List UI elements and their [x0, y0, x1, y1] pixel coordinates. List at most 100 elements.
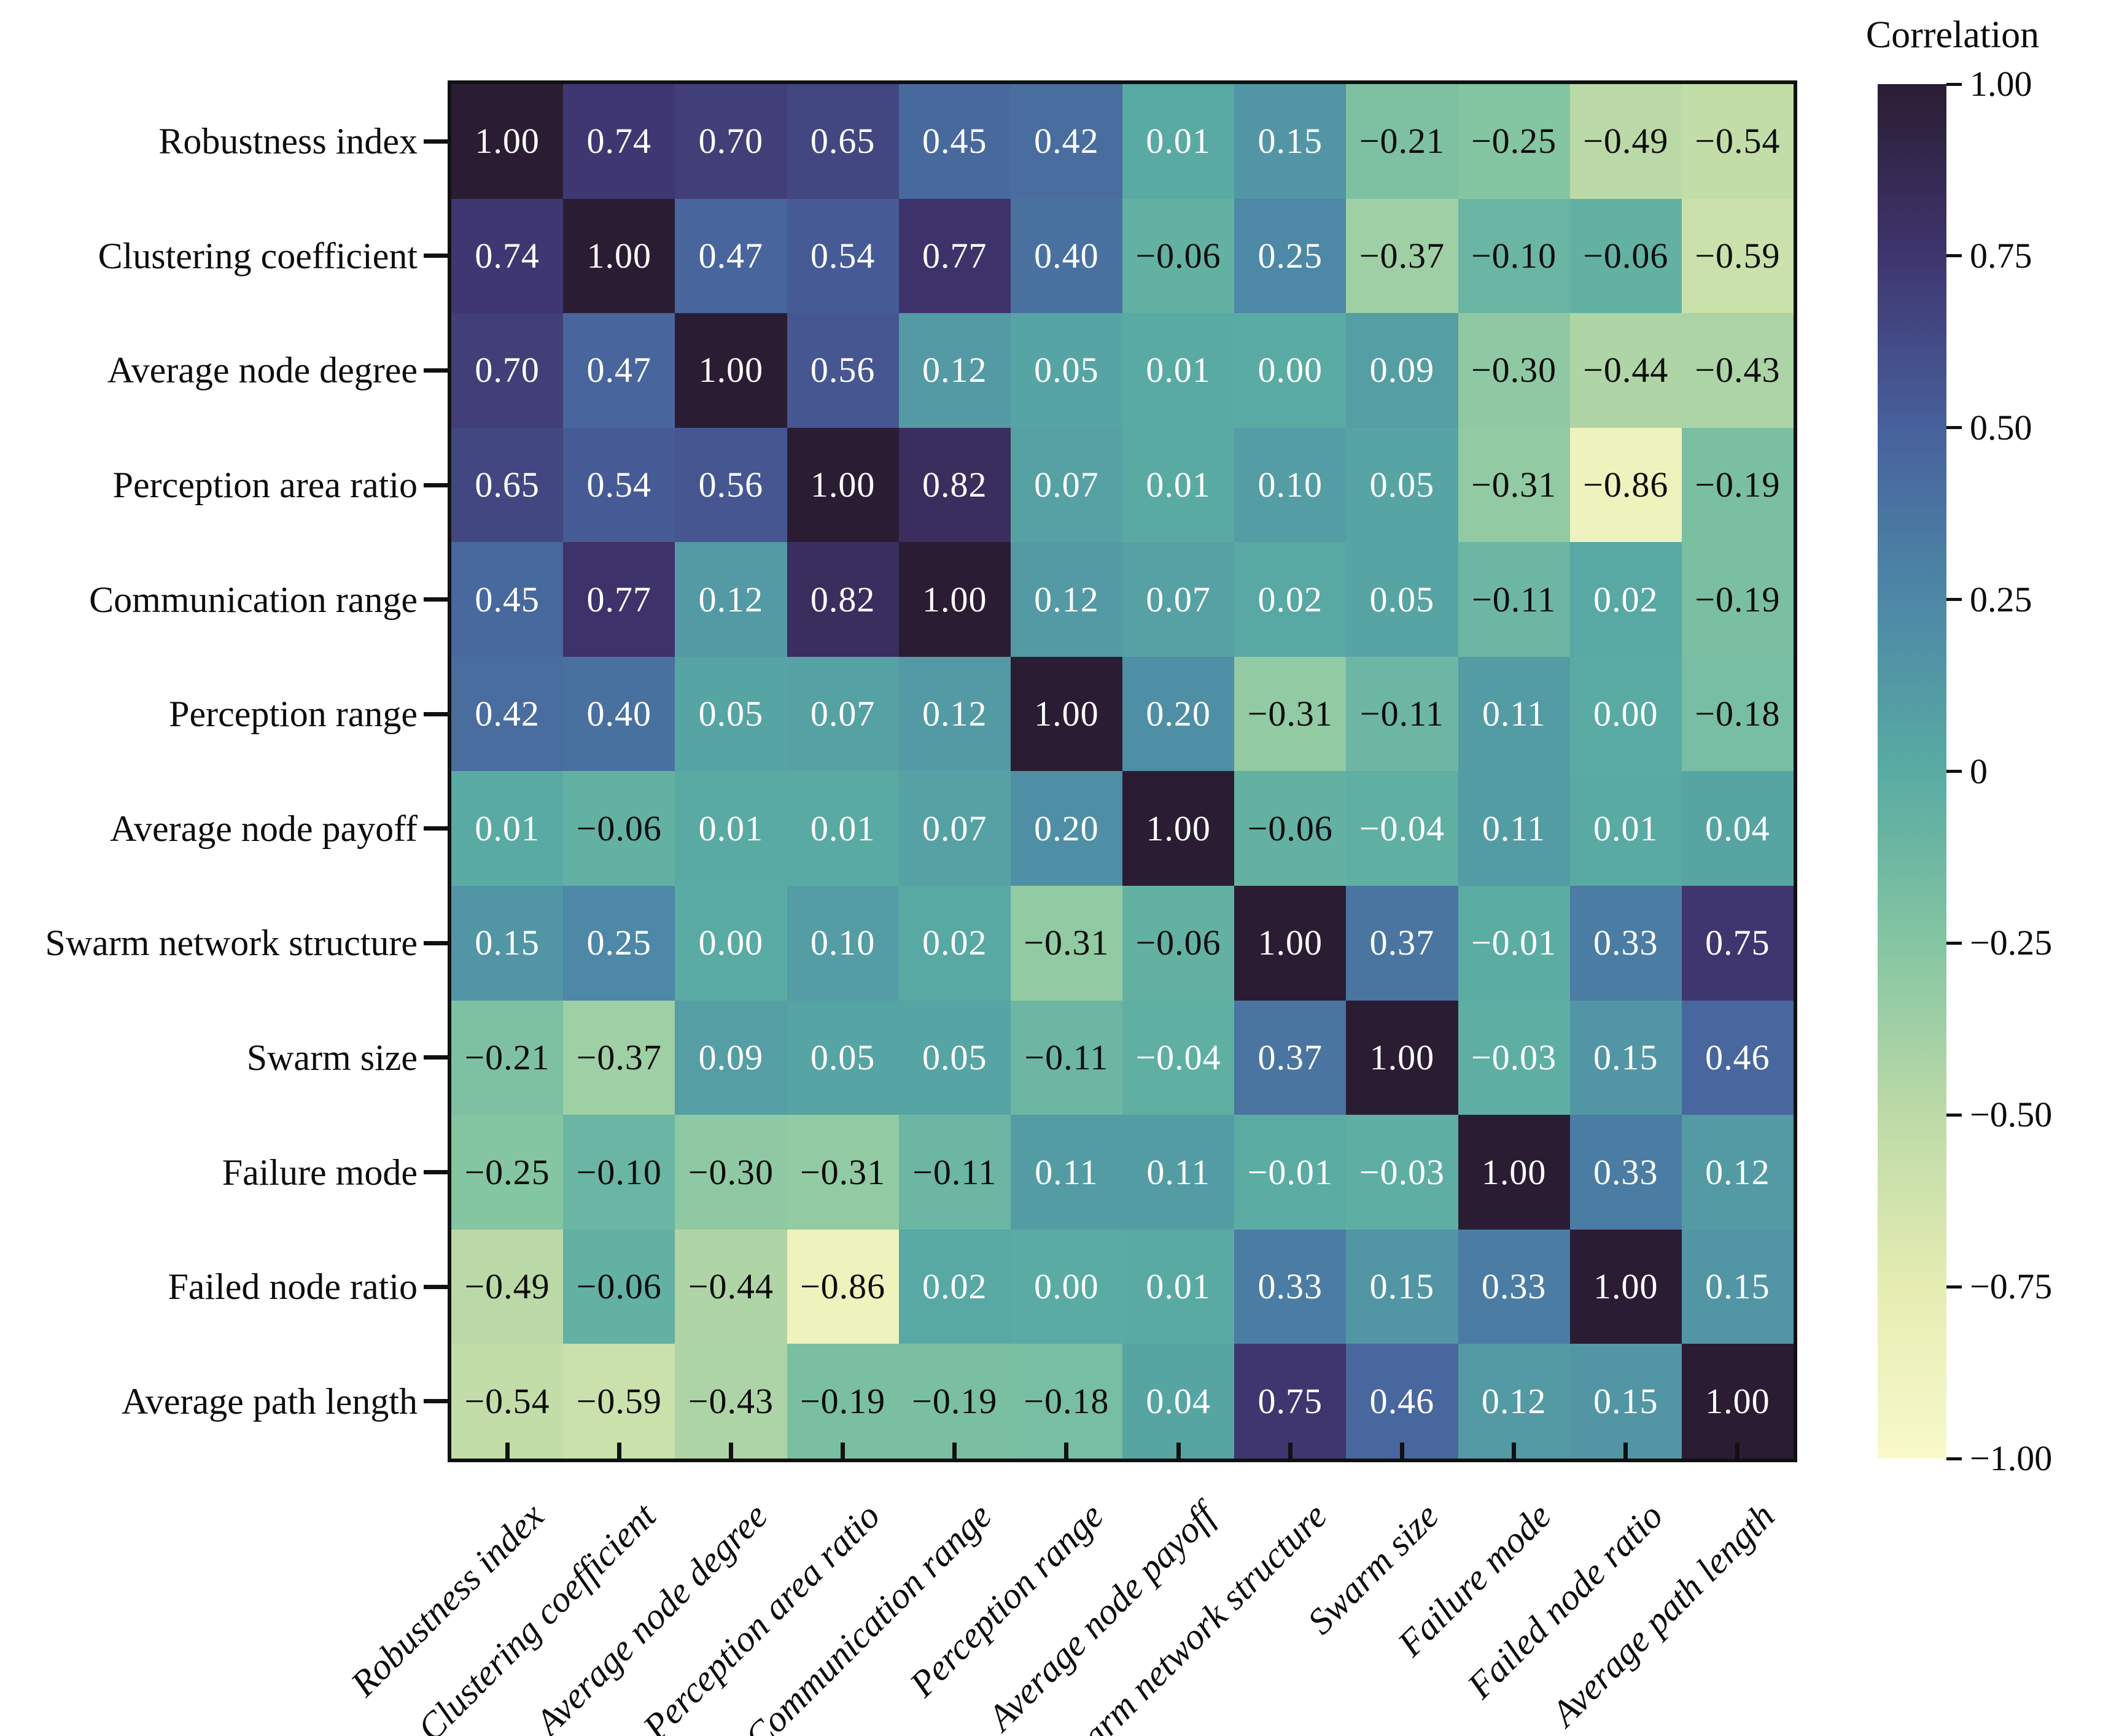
heatmap-cell: 0.12	[898, 656, 1011, 772]
x-axis-tick	[952, 1443, 957, 1459]
colorbar-tick-label: −1.00	[1970, 1438, 2053, 1478]
cell-value: −0.54	[1695, 121, 1781, 161]
y-axis-tick	[424, 1399, 448, 1404]
cell-value: 0.01	[1146, 465, 1211, 505]
cell-value: −0.86	[1583, 465, 1669, 505]
cell-value: 1.00	[810, 465, 876, 505]
heatmap-cell: 1.00	[675, 313, 787, 428]
y-axis-tick	[424, 482, 448, 487]
heatmap-cell: 0.82	[898, 427, 1011, 543]
heatmap-cell: −0.19	[1681, 427, 1794, 543]
heatmap-cell: −0.21	[1346, 84, 1458, 199]
heatmap-cell: −0.31	[787, 1115, 899, 1230]
heatmap-cell: 0.65	[451, 427, 564, 543]
colorbar-tick	[1946, 1457, 1962, 1460]
cell-value: −0.49	[1583, 121, 1669, 161]
cell-value: 0.33	[1481, 1266, 1547, 1307]
heatmap-cell: 0.09	[1346, 313, 1458, 428]
x-axis-tick	[1623, 1443, 1628, 1459]
heatmap-cell: −0.44	[1569, 313, 1682, 428]
heatmap-cell: 0.07	[898, 771, 1011, 886]
cell-value: −0.43	[1695, 350, 1781, 390]
cell-value: −0.19	[912, 1381, 998, 1421]
cell-value: 0.07	[810, 694, 876, 734]
cell-value: −0.19	[799, 1381, 886, 1421]
cell-value: −0.86	[799, 1266, 886, 1307]
heatmap-cell: 0.46	[1681, 1000, 1794, 1115]
heatmap-cell: −0.18	[1010, 1344, 1122, 1459]
cell-value: 0.75	[1258, 1381, 1323, 1421]
heatmap-cell: 0.75	[1681, 886, 1794, 1001]
cell-value: 0.20	[1034, 808, 1099, 848]
cell-value: −0.37	[576, 1037, 662, 1077]
heatmap-cell: −0.19	[1681, 542, 1794, 657]
heatmap-cell: 0.09	[675, 1000, 787, 1115]
cell-value: −0.54	[464, 1381, 550, 1421]
heatmap-cell: 0.15	[1681, 1229, 1794, 1344]
heatmap-cell: 0.02	[898, 886, 1011, 1001]
heatmap-cell: 0.33	[1234, 1229, 1347, 1344]
heatmap-cell: −0.06	[563, 771, 675, 886]
cell-value: 0.12	[922, 350, 987, 390]
heatmap-cell: −0.30	[1458, 313, 1570, 428]
y-axis-label: Average path length	[121, 1381, 418, 1422]
y-axis-label: Perception range	[169, 694, 418, 735]
cell-value: 0.74	[586, 121, 651, 161]
heatmap-cell: 1.00	[563, 198, 675, 314]
colorbar-title: Correlation	[1865, 14, 2040, 56]
heatmap-cell: 0.01	[451, 771, 564, 886]
heatmap-cell: −0.04	[1122, 1000, 1235, 1115]
heatmap-cell: 0.74	[451, 198, 564, 314]
heatmap-cell: 0.20	[1010, 771, 1122, 886]
cell-value: −0.11	[912, 1152, 997, 1192]
heatmap-cell: 0.12	[898, 313, 1011, 428]
cell-value: 0.42	[475, 694, 540, 734]
heatmap-cell: 0.12	[1681, 1115, 1794, 1230]
heatmap-cell: 1.00	[1458, 1115, 1570, 1230]
x-axis-tick	[1735, 1443, 1740, 1459]
heatmap-cell: −0.31	[1458, 427, 1570, 543]
cell-value: −0.30	[1471, 350, 1557, 390]
cell-value: −0.59	[576, 1381, 662, 1421]
heatmap-cell: 0.04	[1122, 1344, 1235, 1459]
cell-value: −0.31	[1247, 694, 1333, 734]
heatmap-cell: 0.05	[1010, 313, 1122, 428]
heatmap-cell: −0.01	[1458, 886, 1570, 1001]
y-axis-label: Robustness index	[158, 121, 418, 162]
heatmap-cell: 0.15	[451, 886, 564, 1001]
heatmap-cell: −0.06	[1569, 198, 1682, 314]
cell-value: −0.44	[688, 1266, 774, 1307]
cell-value: 0.25	[1258, 235, 1323, 276]
cell-value: 0.46	[1705, 1037, 1770, 1077]
heatmap-cell: −0.06	[563, 1229, 675, 1344]
heatmap-cell: 0.45	[451, 542, 564, 657]
cell-value: 0.33	[1593, 923, 1658, 963]
heatmap-cell: 0.70	[451, 313, 564, 428]
cell-value: 0.15	[1258, 121, 1323, 161]
cell-value: 0.54	[810, 235, 876, 276]
heatmap-cell: 0.04	[1681, 771, 1794, 886]
x-axis-tick	[1399, 1443, 1404, 1459]
heatmap-cell: 0.37	[1234, 1000, 1347, 1115]
cell-value: 0.70	[475, 350, 540, 390]
cell-value: 0.07	[1146, 579, 1211, 619]
cell-value: −0.03	[1471, 1037, 1557, 1077]
heatmap-cell: 0.02	[1569, 542, 1682, 657]
heatmap-cell: −0.37	[563, 1000, 675, 1115]
heatmap-cell: −0.37	[1346, 198, 1458, 314]
heatmap-cell: −0.04	[1346, 771, 1458, 886]
heatmap-cell: 0.11	[1122, 1115, 1235, 1230]
x-axis-tick	[1064, 1443, 1069, 1459]
y-axis-tick	[424, 1055, 448, 1060]
cell-value: −0.06	[576, 1266, 662, 1307]
x-axis-tick	[1176, 1443, 1181, 1459]
y-axis-tick	[424, 1284, 448, 1289]
y-axis-tick	[424, 826, 448, 831]
cell-value: 0.05	[1034, 350, 1099, 390]
cell-value: 0.11	[1482, 808, 1546, 848]
colorbar	[1878, 84, 1946, 1459]
heatmap-cell: 0.10	[787, 886, 899, 1001]
heatmap-cell: 0.77	[898, 198, 1011, 314]
cell-value: 0.47	[586, 350, 651, 390]
cell-value: 0.70	[698, 121, 764, 161]
